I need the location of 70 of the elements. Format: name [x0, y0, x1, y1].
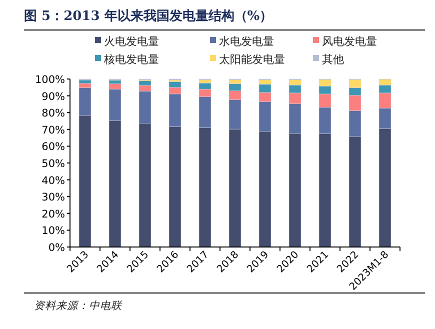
bar	[258, 92, 272, 102]
y-tick-label: 20%	[42, 208, 66, 220]
bar	[348, 110, 362, 137]
bar	[318, 107, 332, 134]
bar	[198, 80, 212, 84]
bar	[198, 128, 212, 248]
bar	[288, 80, 302, 86]
bar	[138, 90, 152, 124]
bar	[228, 128, 242, 248]
bar	[258, 102, 272, 132]
bar	[288, 92, 302, 104]
legend-label: 太阳能发电量	[219, 53, 285, 66]
bar	[348, 95, 362, 111]
y-tick-label: 50%	[42, 158, 66, 170]
bar	[108, 84, 122, 90]
bar	[198, 88, 212, 97]
bar	[228, 80, 242, 84]
y-tick-label: 0%	[48, 242, 66, 254]
bar	[348, 136, 362, 248]
bar	[138, 123, 152, 248]
y-tick-label: 40%	[42, 174, 66, 187]
bar	[348, 88, 362, 96]
legend-label: 水电发电量	[219, 35, 274, 48]
bar	[168, 126, 182, 248]
y-tick-label: 30%	[42, 192, 66, 204]
bar	[108, 120, 122, 248]
bar	[168, 87, 182, 94]
legend-label: 风电发电量	[322, 35, 377, 48]
legend-label: 火电发电量	[104, 35, 159, 48]
bar	[318, 94, 332, 108]
y-tick-label: 100%	[34, 74, 66, 86]
bar	[228, 84, 242, 91]
bar	[258, 131, 272, 248]
bar	[378, 92, 392, 108]
bar	[258, 84, 272, 93]
bar	[168, 94, 182, 127]
bar	[78, 80, 92, 84]
bar	[228, 100, 242, 130]
bar	[258, 80, 272, 85]
bar	[198, 82, 212, 90]
legend-label: 其他	[322, 53, 344, 66]
bar	[78, 83, 92, 88]
bar	[378, 84, 392, 94]
bar	[138, 85, 152, 92]
y-tick-label: 80%	[42, 108, 66, 120]
bar	[318, 79, 332, 86]
bar	[108, 80, 122, 84]
y-tick-label: 60%	[42, 141, 66, 154]
bar	[288, 104, 302, 134]
bar	[108, 88, 122, 121]
bar	[378, 108, 392, 129]
y-tick-label: 10%	[42, 225, 66, 238]
bar	[78, 115, 92, 248]
bar	[348, 79, 362, 88]
bar	[378, 128, 392, 248]
bar	[198, 96, 212, 128]
bar	[138, 80, 152, 86]
y-tick-label: 90%	[42, 90, 66, 103]
y-tick-label: 70%	[42, 124, 66, 136]
bar	[288, 133, 302, 248]
bar	[288, 84, 302, 94]
bar	[228, 90, 242, 100]
bar	[78, 88, 92, 116]
bar	[318, 134, 332, 248]
chart-title: 图 5：2013 年以来我国发电量结构（%）	[24, 8, 273, 24]
legend-label: 核电发电量	[103, 53, 159, 66]
bar	[378, 79, 392, 86]
bar	[168, 82, 182, 88]
bar	[318, 86, 332, 94]
text: 资料来源：中电联	[34, 300, 123, 312]
